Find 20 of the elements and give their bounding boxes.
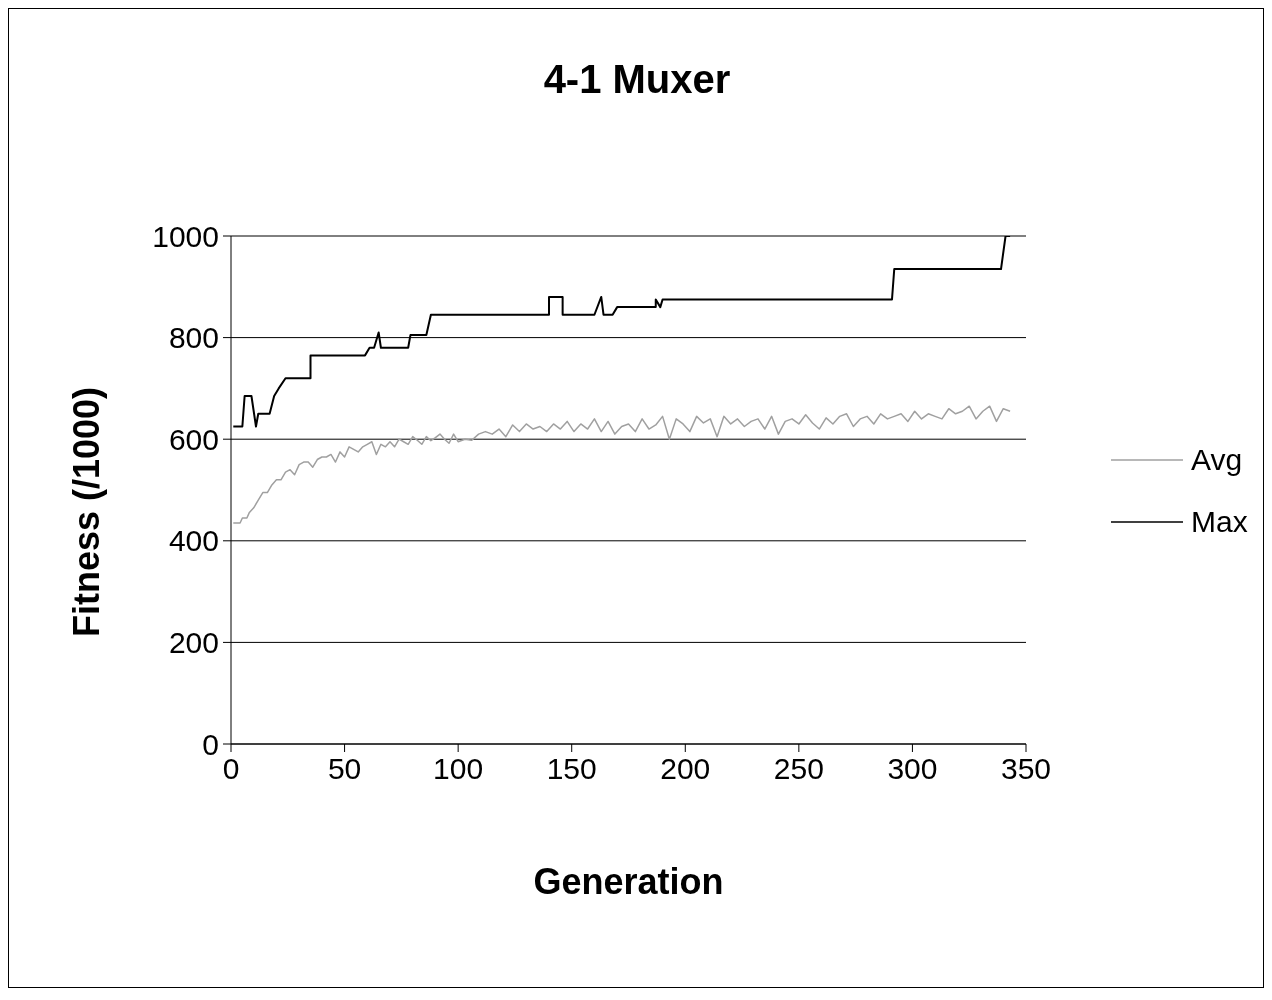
- y-axis-title: Fitness (/1000): [66, 385, 108, 640]
- x-tick-label: 350: [1000, 752, 1052, 786]
- y-tick-label: 400: [168, 524, 219, 558]
- y-tick-label: 600: [168, 422, 219, 456]
- chart-title: 4-1 Muxer: [542, 57, 732, 102]
- line-series: [232, 405, 1011, 524]
- legend-label: Max: [1191, 505, 1248, 539]
- x-axis-title: Generation: [532, 861, 725, 903]
- y-tick-label: 800: [168, 321, 219, 355]
- x-tick-label: 0: [222, 752, 240, 786]
- x-tick-label: 50: [327, 752, 362, 786]
- x-tick-label: 300: [887, 752, 938, 786]
- x-tick-label: 250: [773, 752, 824, 786]
- x-tick-label: 200: [660, 752, 711, 786]
- x-tick-label: 100: [433, 752, 484, 786]
- legend-label: Avg: [1191, 443, 1243, 477]
- y-tick-label: 200: [168, 626, 219, 660]
- y-tick-label: 1000: [152, 219, 219, 253]
- y-tick-label: 0: [202, 727, 219, 761]
- x-tick-label: 150: [546, 752, 597, 786]
